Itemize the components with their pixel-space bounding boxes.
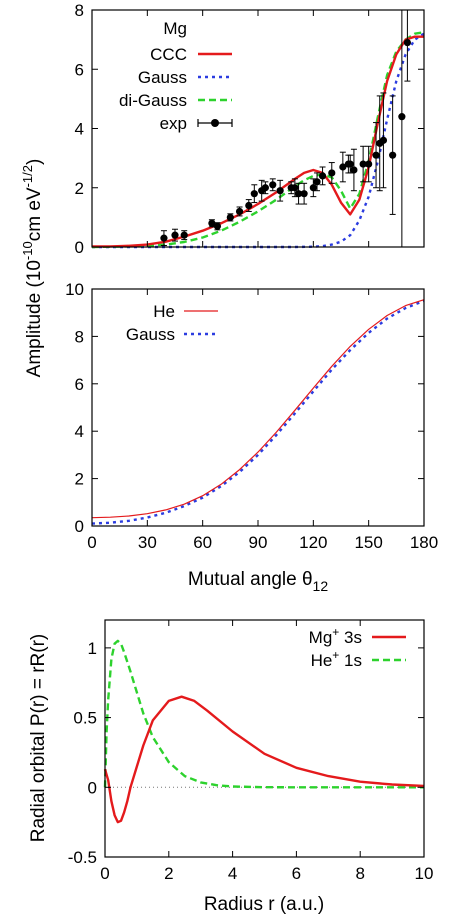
exp-data-point bbox=[398, 113, 406, 121]
panel2-xtick-label: 0 bbox=[87, 533, 96, 552]
exp-data-point bbox=[208, 219, 216, 227]
panel2-xtick-label: 90 bbox=[249, 533, 268, 552]
panel2-xtick-label: 60 bbox=[193, 533, 212, 552]
panel3-xtick-label: 8 bbox=[355, 864, 364, 883]
panel1-ytick-label: 4 bbox=[75, 120, 84, 139]
panel1-ytick-label: 2 bbox=[75, 179, 84, 198]
exp-data-point bbox=[318, 172, 327, 180]
legend-gauss-label: Gauss bbox=[138, 68, 187, 87]
exp-data-point bbox=[313, 178, 321, 186]
panel3-xtick-label: 6 bbox=[292, 864, 301, 883]
legend-he-plus-1s-label: He+ 1s bbox=[311, 648, 362, 670]
exp-data-point bbox=[171, 231, 179, 239]
series-mg-plus-3s-line bbox=[103, 695, 425, 824]
x-axis-label-radius: Radius r (a.u.) bbox=[204, 894, 324, 915]
panel2-ytick-label: 0 bbox=[75, 517, 84, 536]
exp-data-point bbox=[269, 181, 277, 189]
panel2-ytick-label: 10 bbox=[65, 280, 84, 299]
panel-radial-frame bbox=[104, 619, 425, 858]
exp-data-point bbox=[403, 38, 411, 47]
panel3-ytick-label: 1 bbox=[88, 639, 97, 658]
exp-data-point bbox=[291, 184, 299, 192]
panel2-xtick-label: 120 bbox=[299, 533, 327, 552]
exp-data-point bbox=[365, 160, 373, 168]
panel3-xtick-label: 4 bbox=[228, 864, 237, 883]
exp-data-point bbox=[250, 190, 258, 198]
legend-exp-label: exp bbox=[160, 114, 187, 133]
exp-data-point bbox=[359, 160, 367, 168]
panel3-xtick-label: 0 bbox=[100, 864, 109, 883]
series-ccc-line bbox=[92, 35, 424, 248]
exp-data-point bbox=[294, 190, 303, 198]
legend-he-label: He bbox=[153, 302, 175, 321]
exp-data-point bbox=[245, 201, 253, 210]
exp-data-point bbox=[389, 151, 397, 159]
panel3-ytick-label: 0.5 bbox=[73, 709, 97, 728]
series-he-plus-1s-line bbox=[103, 639, 424, 789]
exp-data-point bbox=[372, 151, 380, 159]
panel1-ytick-label: 6 bbox=[75, 60, 84, 79]
panel2-ytick-label: 2 bbox=[75, 470, 84, 489]
panel2-xtick-label: 30 bbox=[138, 533, 157, 552]
panel2-xtick-label: 150 bbox=[354, 533, 382, 552]
series-he-line bbox=[91, 299, 425, 519]
exp-data-point bbox=[226, 213, 234, 221]
legend-mg: Mg CCC Gauss di-Gauss exp bbox=[119, 19, 233, 133]
panel3-ytick-label: 0 bbox=[88, 778, 97, 797]
panel2-ytick-label: 8 bbox=[75, 327, 84, 346]
legend-ccc-label: CCC bbox=[150, 45, 187, 64]
y-axis-label-amplitude: Amplitude (10-10cm eV-1/2) bbox=[20, 159, 45, 378]
exp-data-point bbox=[213, 222, 222, 230]
panel1-ytick-label: 0 bbox=[75, 238, 84, 257]
x-axis-label-mutual-angle: Mutual angle θ12 bbox=[188, 569, 328, 594]
panel3-xtick-label: 2 bbox=[164, 864, 173, 883]
exp-data-point bbox=[160, 234, 168, 242]
panel-he-amplitude: 0 2 4 6 8 10 0 30 60 90 120 150 180 He Gauss Mutual a… bbox=[65, 280, 438, 594]
exp-data-point bbox=[328, 169, 336, 177]
panel-mg-frame bbox=[91, 9, 425, 248]
series-he-gauss-line bbox=[91, 299, 425, 525]
panel3-ytick-label: -0.5 bbox=[68, 848, 97, 867]
legend-digauss-label: di-Gauss bbox=[119, 91, 187, 110]
legend-he: He Gauss bbox=[126, 302, 218, 344]
exp-data-point bbox=[309, 184, 317, 192]
exp-data-point bbox=[379, 136, 388, 144]
series-digauss-line bbox=[91, 31, 425, 249]
exp-data-point bbox=[261, 184, 269, 192]
exp-data-point bbox=[235, 207, 244, 216]
panel2-ytick-label: 4 bbox=[75, 422, 84, 441]
legend-exp-swatch-point bbox=[211, 119, 219, 127]
panel3-xtick-label: 10 bbox=[415, 864, 434, 883]
exp-data-point bbox=[339, 163, 347, 171]
exp-data-point bbox=[180, 231, 188, 239]
legend-he-gauss-label: Gauss bbox=[126, 325, 175, 344]
exp-data-point bbox=[276, 187, 284, 195]
panel2-xtick-label: 180 bbox=[410, 533, 438, 552]
panel-mg-amplitude: 0 2 4 6 8 Mg CCC Gauss di-Gauss exp bbox=[75, 1, 425, 257]
panel1-ytick-label: 8 bbox=[75, 1, 84, 20]
panel2-ytick-label: 6 bbox=[75, 375, 84, 394]
y-axis-label-radial-orbital: Radial orbital P(r) = rR(r) bbox=[28, 634, 49, 843]
exp-data-point bbox=[300, 190, 308, 198]
legend-mg-title: Mg bbox=[163, 19, 187, 38]
legend-mg-plus-3s-label: Mg+ 3s bbox=[309, 625, 362, 647]
exp-data-point bbox=[350, 166, 358, 174]
exp-data-point bbox=[346, 160, 354, 168]
